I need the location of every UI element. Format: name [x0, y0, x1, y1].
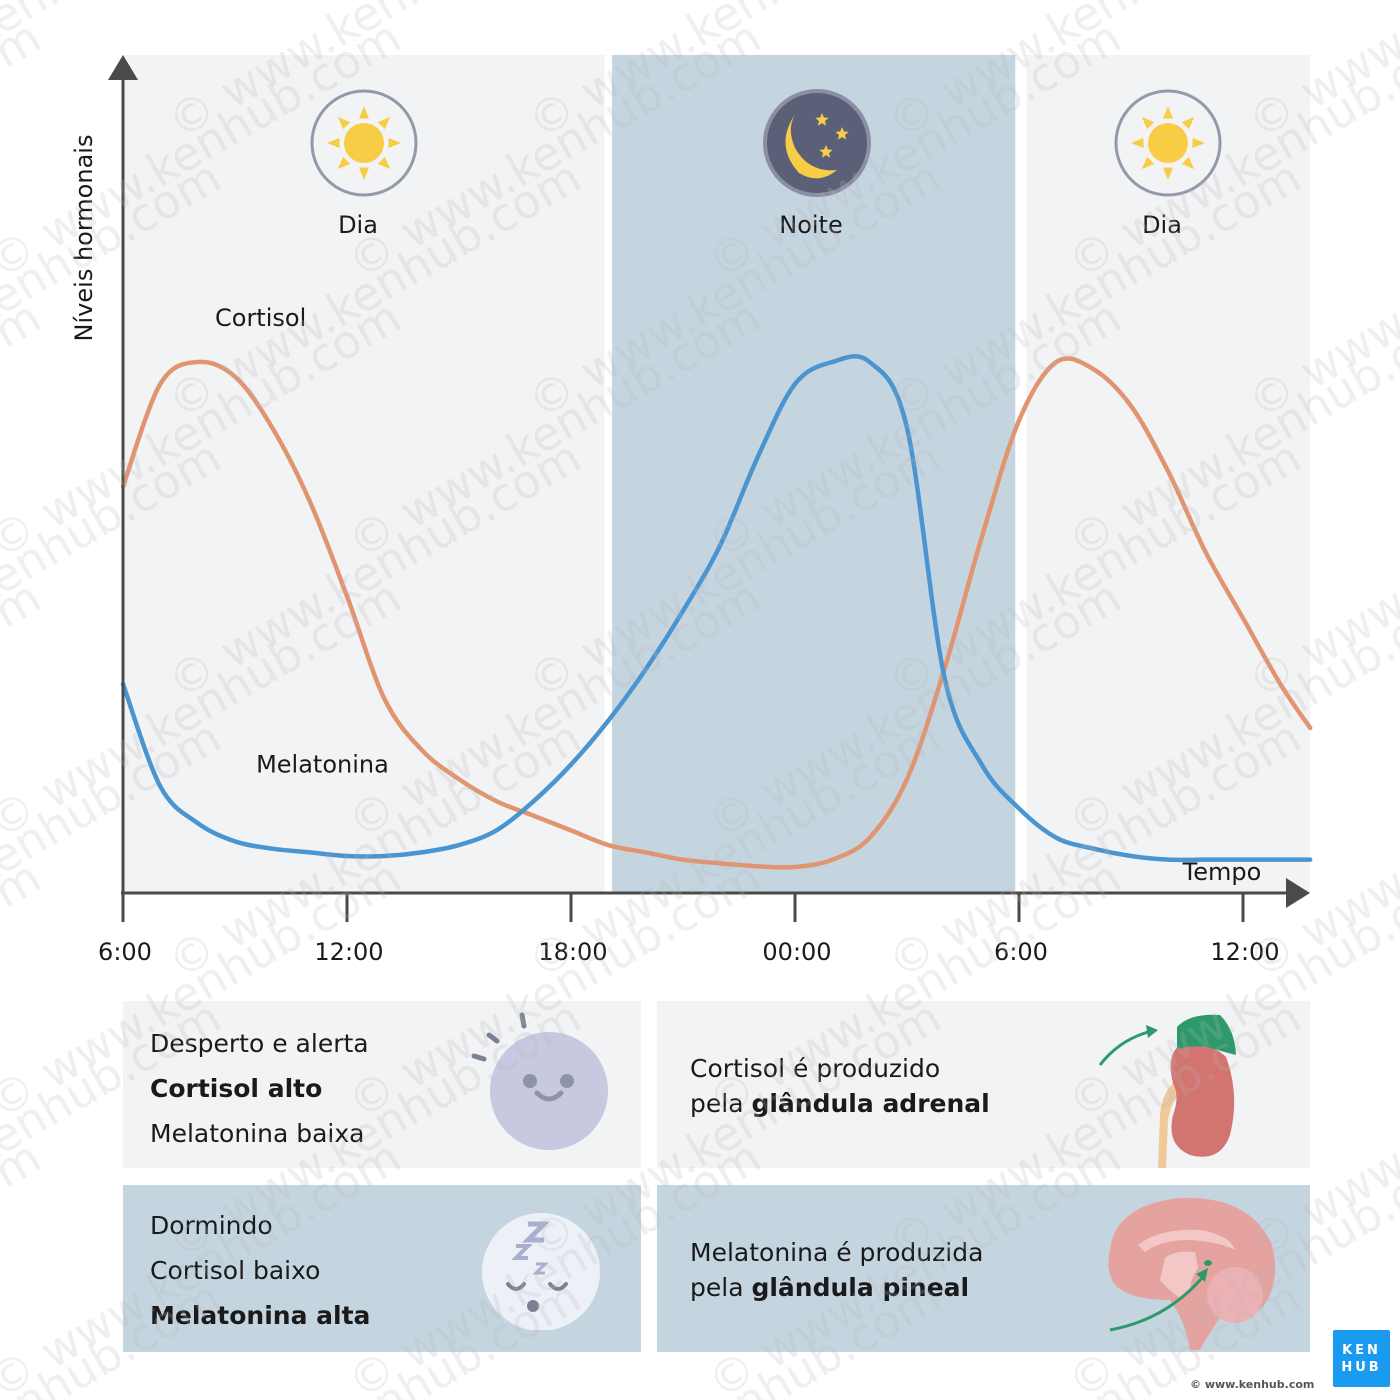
- adrenal-text: Cortisol é produzido pela glândula adren…: [690, 1051, 990, 1121]
- x-axis-label: Tempo: [1182, 858, 1262, 886]
- asleep-text: Dormindo Cortisol baixo Melatonina alta: [150, 1203, 370, 1338]
- axes: Níveis hormonais Tempo: [70, 55, 1310, 908]
- panel-pineal: Melatonina é produzida pela glândula pin…: [657, 1185, 1310, 1352]
- awake-line-3: Melatonina baixa: [150, 1119, 365, 1148]
- period-label-2: Dia: [1142, 211, 1182, 239]
- logo-line-1: KEN: [1342, 1343, 1381, 1358]
- pineal-gland-label: glândula pineal: [751, 1273, 970, 1302]
- pineal-line-2-plain: pela: [690, 1273, 752, 1302]
- series-lines: [120, 353, 1313, 870]
- panel-asleep: Dormindo Cortisol baixo Melatonina alta: [123, 1185, 641, 1352]
- x-tick-label-3: 00:00: [762, 938, 831, 966]
- watermark-text: © www.kenhub.com: [0, 1129, 50, 1400]
- series-line-melatonina: [120, 353, 1313, 863]
- adrenal-line-2: pela glândula adrenal: [690, 1086, 990, 1121]
- pineal-line-2: pela glândula pineal: [690, 1270, 983, 1305]
- asleep-line-1: Dormindo: [150, 1211, 273, 1240]
- series-line-cortisol: [120, 356, 1313, 870]
- y-axis-label: Níveis hormonais: [70, 135, 98, 342]
- sun-icon: [1114, 89, 1222, 197]
- pineal-text: Melatonina é produzida pela glândula pin…: [690, 1235, 983, 1305]
- adrenal-gland-kidney-icon: [1098, 1014, 1236, 1168]
- period-label-1: Noite: [779, 211, 842, 239]
- awake-text: Desperto e alerta Cortisol alto Melatoni…: [150, 1021, 369, 1156]
- x-ticks: 6:00 12:00 18:00 00:00 6:00 12:00: [98, 893, 1280, 966]
- panel-adrenal: Cortisol é produzido pela glândula adren…: [657, 1001, 1310, 1168]
- logo-line-2: HUB: [1341, 1360, 1382, 1375]
- copyright-text: © www.kenhub.com: [1190, 1378, 1315, 1391]
- series-label-melatonina: Melatonina: [256, 751, 389, 779]
- x-tick-label-0: 6:00: [98, 938, 152, 966]
- series-labels: Cortisol Melatonina: [215, 304, 389, 778]
- kenhub-logo[interactable]: KEN HUB: [1333, 1330, 1390, 1387]
- pineal-line-1: Melatonina é produzida: [690, 1238, 984, 1267]
- moon-stars-icon: [763, 89, 871, 197]
- awake-face-icon: [471, 1012, 608, 1150]
- asleep-line-3: Melatonina alta: [150, 1301, 371, 1330]
- adrenal-line-2-plain: pela: [690, 1089, 752, 1118]
- awake-line-2: Cortisol alto: [150, 1074, 323, 1103]
- brain-pineal-gland-icon: [1108, 1197, 1276, 1350]
- x-tick-label-1: 12:00: [314, 938, 383, 966]
- adrenal-gland-label: glândula adrenal: [751, 1089, 990, 1118]
- x-tick-label-5: 12:00: [1210, 938, 1279, 966]
- x-axis-arrow: [1286, 878, 1310, 908]
- adrenal-line-1: Cortisol é produzido: [690, 1054, 941, 1083]
- period-label-0: Dia: [338, 211, 378, 239]
- hormone-chart: Dia Noite Dia Níveis hormonais Tempo 6:00 1…: [70, 55, 1313, 966]
- asleep-line-2: Cortisol baixo: [150, 1256, 321, 1285]
- sun-icon: [310, 89, 418, 197]
- series-label-cortisol: Cortisol: [215, 304, 306, 332]
- x-tick-label-2: 18:00: [538, 938, 607, 966]
- period-icons: Dia Noite Dia: [310, 89, 1222, 239]
- y-axis-arrow: [108, 55, 138, 80]
- x-tick-label-4: 6:00: [994, 938, 1048, 966]
- sleeping-face-icon: [482, 1213, 600, 1330]
- awake-line-1: Desperto e alerta: [150, 1029, 369, 1058]
- panel-awake: Desperto e alerta Cortisol alto Melatoni…: [123, 1001, 641, 1168]
